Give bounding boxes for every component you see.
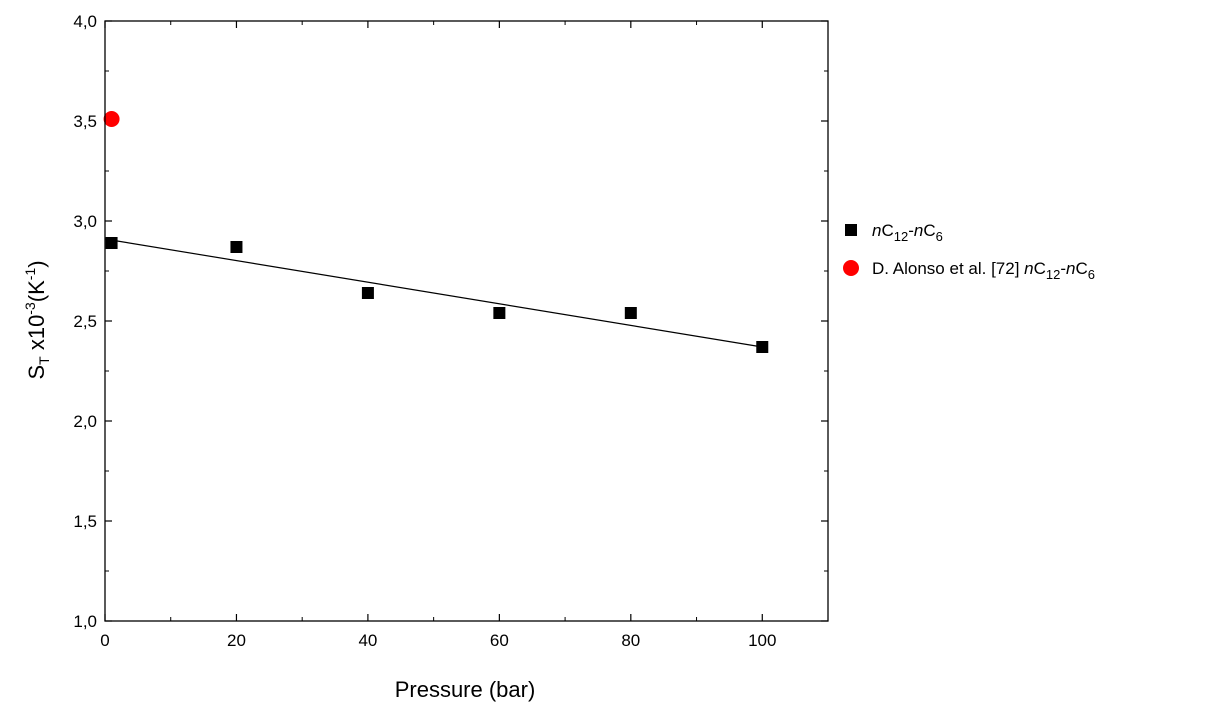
legend-label-part: C <box>923 221 935 240</box>
y-tick-label: 3,5 <box>73 112 97 131</box>
data-point-square <box>105 237 118 249</box>
y-axis-title-unit-close: ) <box>24 260 49 267</box>
legend-label-part: D. Alonso et al. [72] <box>872 259 1024 278</box>
y-tick-label: 2,0 <box>73 412 97 431</box>
y-tick-labels: 1,0 1,5 2,0 2,5 3,0 3,5 4,0 <box>73 12 97 631</box>
legend-label-part: C <box>1076 259 1088 278</box>
y-axis-title-base: S <box>24 365 49 380</box>
x-tick-label: 60 <box>490 631 509 650</box>
y-axis-title-unit-sup: -1 <box>22 268 38 281</box>
y-tick-label: 4,0 <box>73 12 97 31</box>
legend-label-part: C <box>881 221 893 240</box>
data-point-square <box>756 341 769 353</box>
x-tick-label: 40 <box>358 631 377 650</box>
legend-marker-circle <box>843 260 859 276</box>
legend-label-part: 12 <box>894 229 908 244</box>
x-tick-label: 0 <box>100 631 109 650</box>
data-point-circle <box>103 111 120 127</box>
y-tick-label: 2,5 <box>73 312 97 331</box>
legend-label-part: 6 <box>1088 267 1095 282</box>
linear-fit-line <box>104 238 763 348</box>
legend-label-part: n <box>1066 259 1075 278</box>
data-point-square <box>230 241 243 253</box>
x-tick-label: 20 <box>227 631 246 650</box>
y-axis-title-sup: -3 <box>22 302 38 315</box>
y-axis-title-unit-open: (K <box>24 280 49 302</box>
y-tick-label: 1,0 <box>73 612 97 631</box>
legend-label-part: - <box>1060 259 1066 278</box>
y-axis-title-sub: T <box>36 356 52 365</box>
y-tick-label: 1,5 <box>73 512 97 531</box>
x-tick-labels: 0 20 40 60 80 100 <box>100 631 776 650</box>
legend-label-part: C <box>1034 259 1046 278</box>
x-tick-label: 80 <box>621 631 640 650</box>
legend-label-part: - <box>908 221 914 240</box>
plot-frame <box>104 20 829 622</box>
data-point-square <box>493 307 506 319</box>
legend-marker-square <box>845 224 857 236</box>
data-markers <box>103 111 769 353</box>
x-axis-title: Pressure (bar) <box>395 677 536 702</box>
legend-label-part: 12 <box>1046 267 1060 282</box>
legend-label-part: n <box>914 221 923 240</box>
data-point-square <box>361 287 374 299</box>
legend-label-part: 6 <box>936 229 943 244</box>
y-tick-label: 3,0 <box>73 212 97 231</box>
legend-label-part: n <box>1024 259 1033 278</box>
y-axis-title: ST x10-3(K-1) <box>22 260 52 379</box>
data-point-square <box>624 307 637 319</box>
fit-line-group <box>104 238 763 348</box>
y-axis-title-mid: x10 <box>24 315 49 357</box>
legend-label-part: n <box>872 221 881 240</box>
legend-label: nC12-nC6 <box>872 221 943 244</box>
x-tick-label: 100 <box>748 631 776 650</box>
legend-label: D. Alonso et al. [72] nC12-nC6 <box>872 259 1095 282</box>
